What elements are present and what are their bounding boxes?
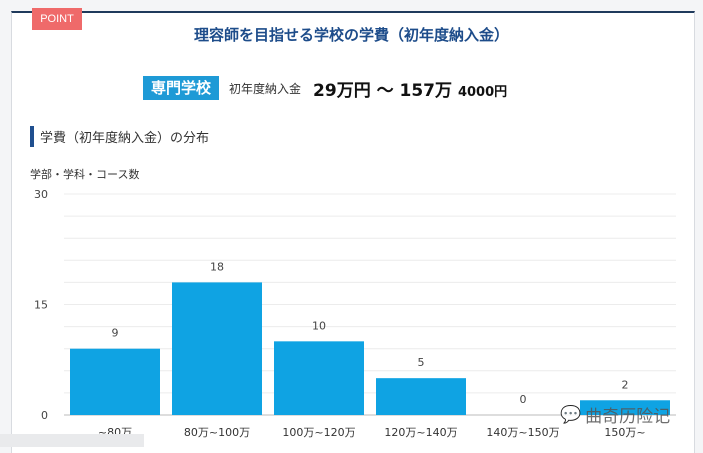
- bar-value-label: 2: [622, 378, 629, 391]
- x-tick-label: 120万~140万: [384, 426, 457, 439]
- fee-range-main: 29万円 ～ 157万: [313, 80, 453, 101]
- page-title: 理容師を目指せる学校の学費（初年度納入金）: [193, 26, 509, 44]
- x-tick-label: 80万~100万: [184, 426, 250, 439]
- bottom-strip: [0, 434, 144, 447]
- point-badge: POINT: [32, 8, 82, 30]
- x-tick-label: 150万~: [604, 426, 645, 439]
- school-type-tag: 専門学校: [143, 76, 220, 100]
- y-axis-label: 学部・学科・コース数: [30, 168, 140, 181]
- y-tick: 30: [34, 188, 48, 201]
- bar-value-label: 0: [520, 393, 527, 406]
- bar: [274, 341, 364, 415]
- section-accent-bar: [30, 126, 34, 147]
- y-tick: 15: [34, 299, 48, 312]
- x-tick-label: 100万~120万: [282, 426, 355, 439]
- section-heading: 学費（初年度納入金）の分布: [30, 126, 209, 147]
- fee-label: 初年度納入金: [229, 81, 302, 96]
- x-tick-label: 140万~150万: [486, 426, 559, 439]
- bar-value-label: 10: [312, 319, 326, 332]
- fee-summary: 専門学校 初年度納入金 29万円 ～ 157万 4000円: [143, 76, 507, 101]
- bar-value-label: 18: [210, 260, 224, 273]
- fee-range-suffix: 4000円: [457, 84, 508, 100]
- wechat-icon: 💬: [560, 404, 582, 425]
- fee-range: 29万円 ～ 157万 4000円: [313, 76, 507, 101]
- section-heading-text: 学費（初年度納入金）の分布: [40, 131, 210, 146]
- y-tick: 0: [41, 409, 48, 422]
- watermark-text: 曲奇历险记: [585, 407, 671, 427]
- bar: [172, 282, 262, 415]
- bar: [580, 400, 670, 415]
- bar-value-label: 9: [112, 327, 119, 340]
- watermark: 💬 曲奇历险记: [560, 402, 671, 428]
- bar-value-label: 5: [418, 356, 425, 369]
- bar: [70, 348, 160, 415]
- bar: [376, 378, 466, 415]
